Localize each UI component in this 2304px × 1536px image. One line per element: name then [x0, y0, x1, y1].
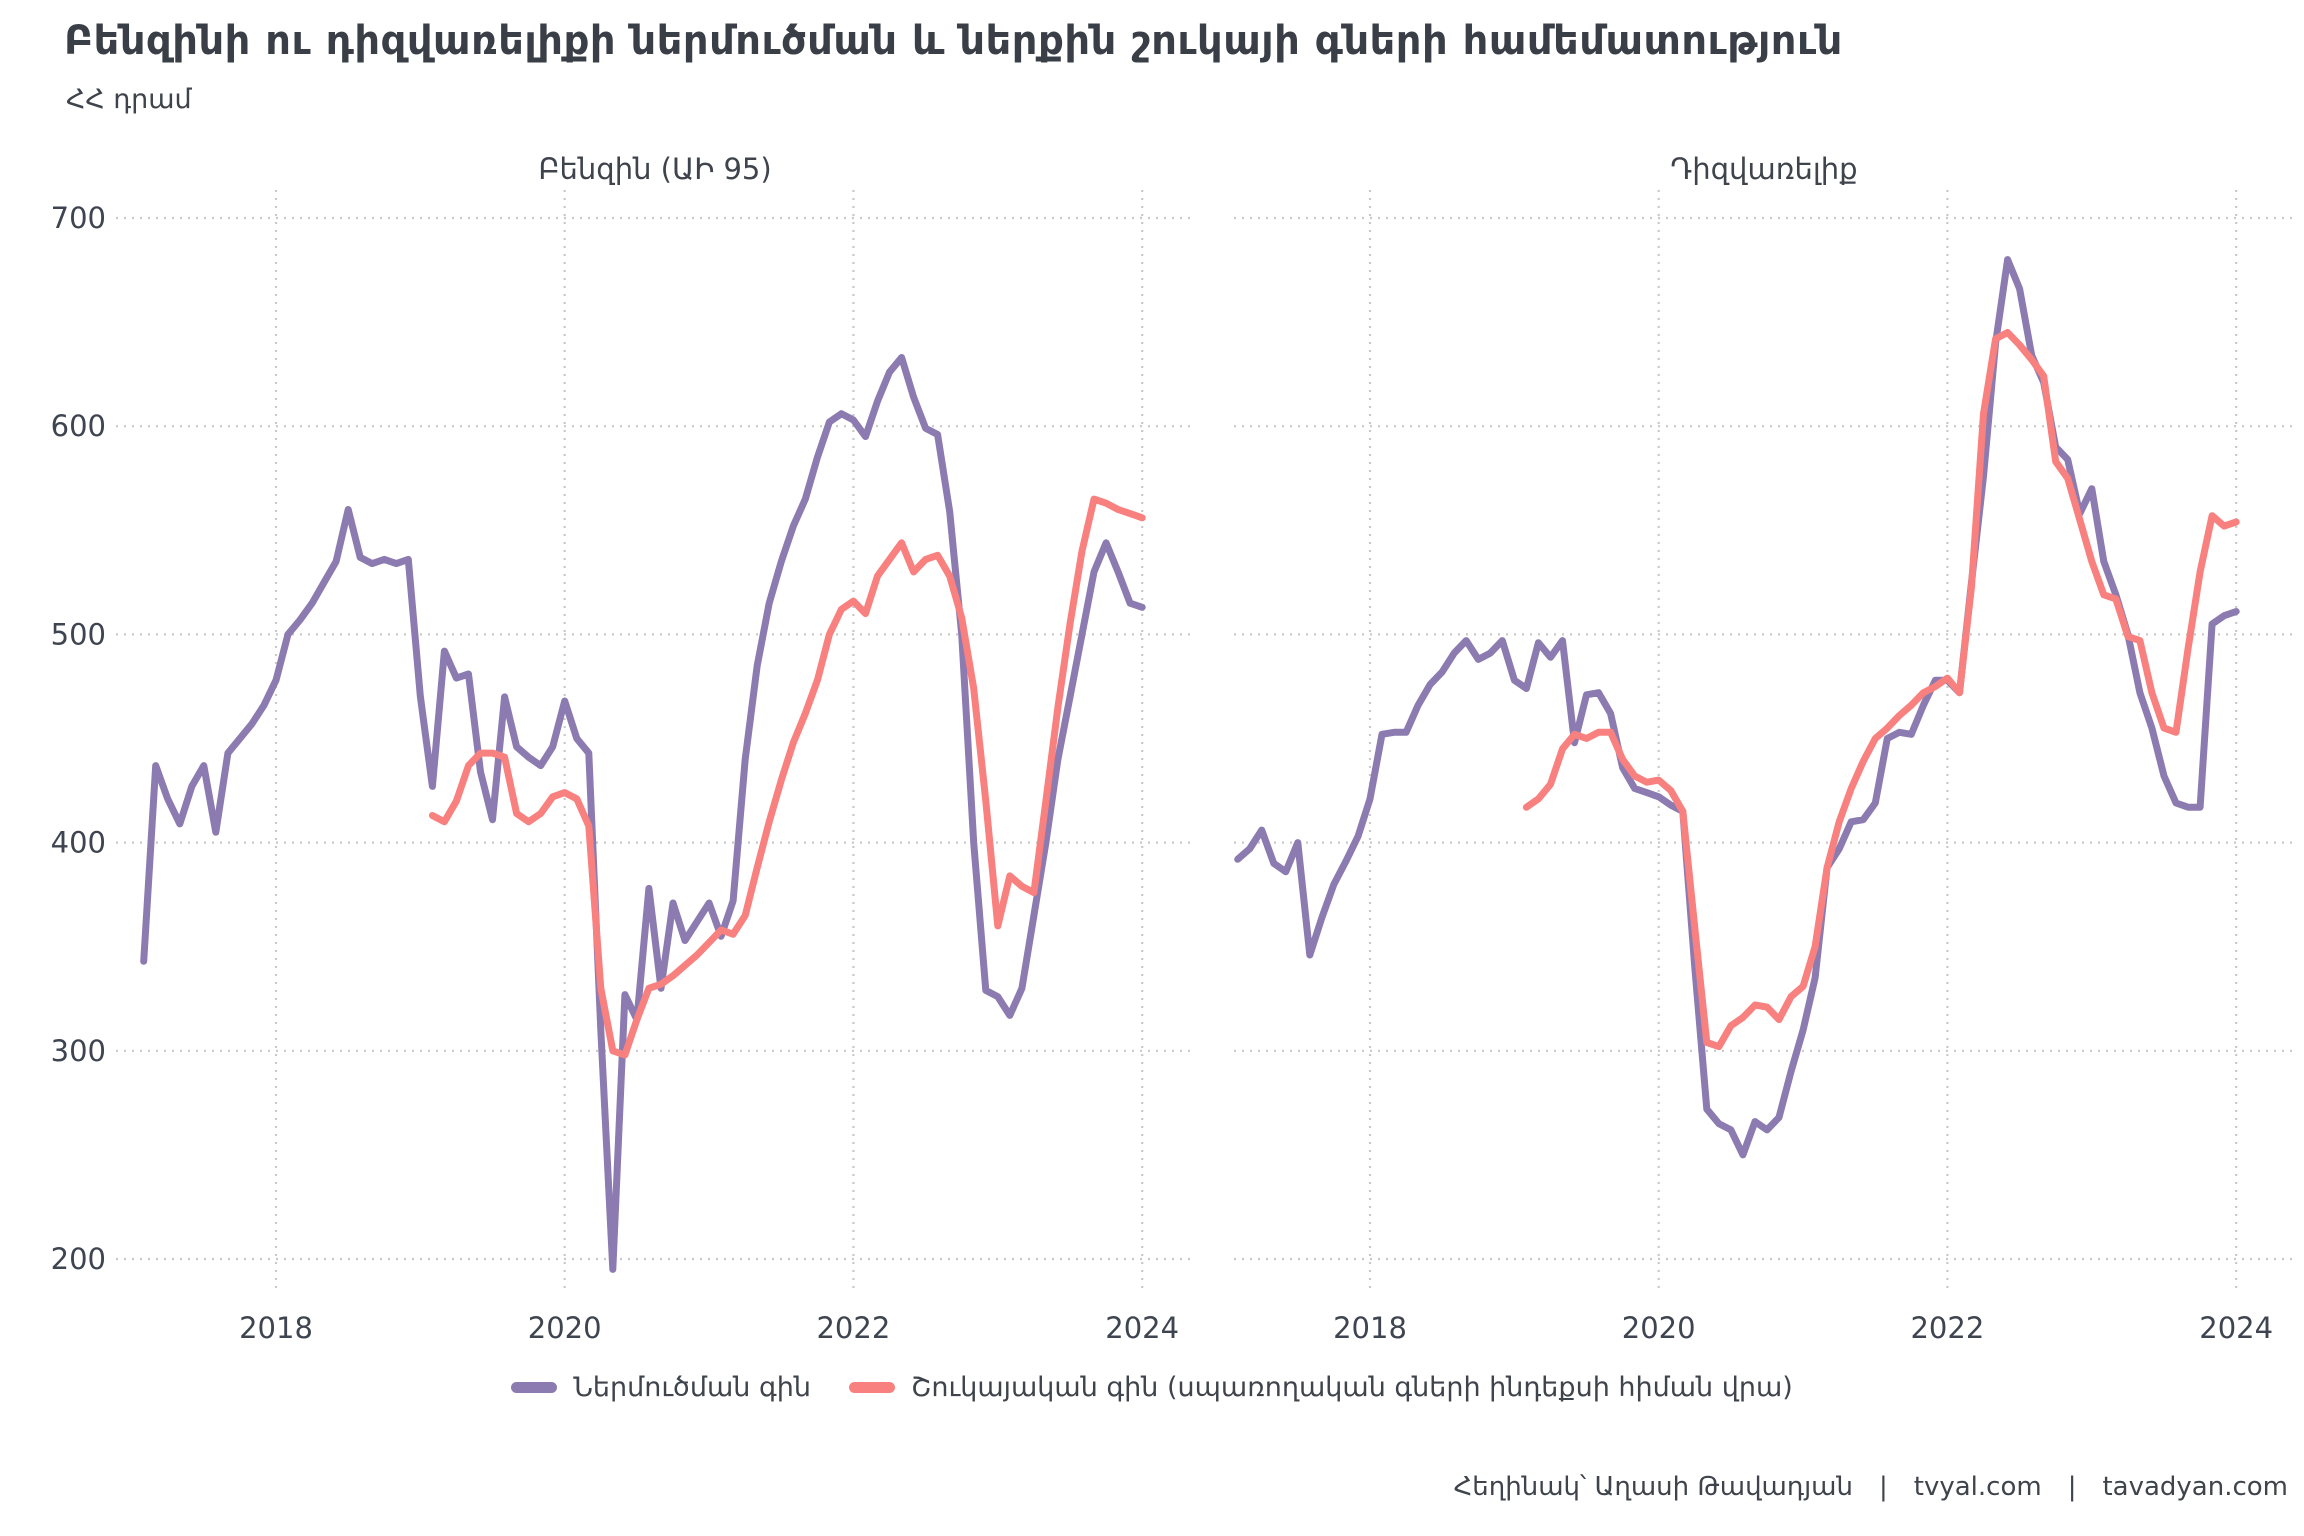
footer-credits: Հեղինակ՝ Աղասի Թավադյան | tvyal.com | ta… — [1454, 1472, 2288, 1502]
svg-text:2020: 2020 — [1622, 1311, 1696, 1345]
svg-text:400: 400 — [51, 826, 106, 860]
svg-text:500: 500 — [51, 617, 106, 651]
svg-text:2024: 2024 — [1105, 1311, 1179, 1345]
svg-text:200: 200 — [51, 1242, 106, 1276]
svg-text:2022: 2022 — [816, 1311, 890, 1345]
market-price-line-swatch-icon — [848, 1382, 895, 1393]
svg-text:300: 300 — [51, 1034, 106, 1068]
svg-text:2018: 2018 — [1333, 1311, 1407, 1345]
svg-text:700: 700 — [51, 201, 106, 235]
panel-title-gasoline: Բենզին (ԱԻ 95) — [538, 152, 772, 186]
svg-text:2022: 2022 — [1910, 1311, 1984, 1345]
footer-separator: | — [2067, 1472, 2077, 1502]
chart-subtitle: ՀՀ դրամ — [66, 84, 192, 115]
chart-title: Բենզինի ու դիզվառելիքի ներմուծման և ներք… — [64, 18, 1843, 64]
legend-label-import-price: Ներմուծման գին — [573, 1372, 811, 1403]
svg-text:2020: 2020 — [528, 1311, 602, 1345]
svg-text:2018: 2018 — [239, 1311, 313, 1345]
site-link-tvyal: tvyal.com — [1913, 1472, 2042, 1502]
svg-text:600: 600 — [51, 409, 106, 443]
legend: Ներմուծման գին Շուկայական գին (սպառողակա… — [0, 1372, 2304, 1403]
footer-separator: | — [1879, 1472, 1888, 1502]
legend-label-market-price: Շուկայական գին (սպառողական գների ինդեքսի… — [910, 1372, 1793, 1403]
legend-item-market-price: Շուկայական գին (սպառողական գների ինդեքսի… — [848, 1372, 1793, 1403]
import-price-line-swatch-icon — [511, 1382, 558, 1393]
legend-item-import-price: Ներմուծման գին — [511, 1372, 811, 1403]
panel-title-diesel: Դիզվառելիք — [1670, 152, 1858, 186]
svg-text:2024: 2024 — [2199, 1311, 2273, 1345]
author-credit: Հեղինակ՝ Աղասի Թավադյան — [1453, 1472, 1853, 1502]
site-link-tavadyan: tavadyan.com — [2102, 1472, 2288, 1502]
